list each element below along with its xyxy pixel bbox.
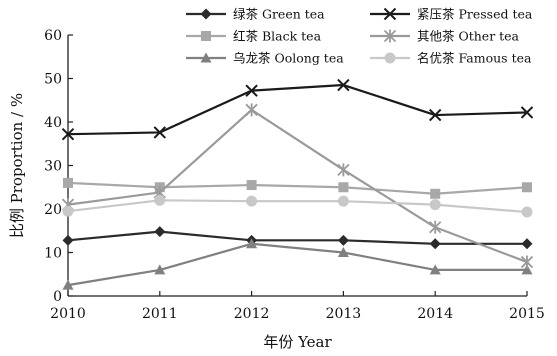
y-tick-label: 10 [44, 246, 62, 262]
data-point [520, 106, 534, 119]
axes: 0 10 20 30 40 50 60 2010 2011 2012 2013 2014 2015 [44, 28, 545, 322]
data-point [245, 84, 258, 97]
legend-item: 其他茶 Other tea [370, 29, 520, 44]
x-tick-label: 2010 [50, 306, 86, 322]
series-5 [62, 194, 533, 218]
legend-item: 名优茶 Famous tea [370, 51, 532, 66]
legend-marker [383, 29, 397, 43]
x-tick-label: 2015 [509, 306, 545, 322]
series-line [67, 199, 528, 214]
data-point [521, 238, 533, 250]
legend-item: 红茶 Black tea [186, 29, 322, 44]
data-point [63, 177, 73, 188]
y-axis-label: 比例 Proportion / % [8, 93, 26, 238]
legend-marker [200, 52, 212, 63]
legend-marker [384, 52, 396, 64]
data-point [429, 199, 441, 211]
series-3 [61, 78, 534, 141]
data-point [245, 103, 258, 117]
legend-marker [200, 8, 212, 20]
data-point [62, 205, 74, 217]
legend-item: 乌龙茶 Oolong tea [186, 51, 344, 66]
legend-marker [383, 7, 397, 21]
y-tick-label: 20 [44, 202, 62, 218]
y-tick-label: 0 [53, 289, 62, 305]
legend-marker [201, 31, 211, 41]
data-point [522, 182, 532, 193]
y-tick-label: 60 [44, 28, 62, 44]
data-point [154, 194, 166, 206]
data-point [337, 163, 350, 177]
data-point [338, 182, 349, 193]
data-point [428, 108, 442, 122]
data-point [429, 264, 441, 275]
series-4 [61, 103, 534, 269]
data-point [521, 264, 533, 275]
series-line [67, 83, 528, 136]
x-tick-label: 2014 [417, 306, 453, 322]
legend-label: 名优茶 Famous tea [417, 51, 532, 66]
data-point [62, 234, 74, 246]
data-point [429, 220, 442, 234]
legend-item: 绿茶 Green tea [186, 7, 325, 22]
data-point [153, 126, 167, 139]
data-point [337, 195, 349, 207]
series-0 [62, 226, 533, 250]
data-point [62, 279, 74, 290]
legend-label: 紧压茶 Pressed tea [417, 7, 533, 22]
data-point [61, 127, 75, 141]
data-point [337, 234, 349, 246]
x-tick-label: 2011 [142, 306, 178, 322]
data-point [520, 255, 534, 269]
series-line [67, 108, 528, 264]
y-tick-label: 40 [44, 115, 62, 131]
y-tick-label: 30 [44, 159, 62, 175]
x-tick-label: 2012 [234, 306, 270, 322]
data-point [430, 188, 441, 199]
legend-label: 绿茶 Green tea [233, 7, 325, 22]
series-line [67, 242, 527, 287]
y-tick-label: 50 [44, 72, 62, 88]
series-2 [62, 238, 533, 290]
data-point [337, 247, 349, 257]
data-point [246, 195, 258, 207]
data-point [154, 264, 166, 275]
legend-label: 乌龙茶 Oolong tea [233, 51, 344, 66]
series-line [67, 181, 528, 195]
data-point [337, 78, 350, 92]
x-tick-label: 2013 [326, 306, 362, 322]
data-point [521, 206, 533, 218]
data-point [429, 238, 441, 250]
series-layer [61, 78, 534, 290]
legend: 绿茶 Green tea 红茶 Black tea 乌龙茶 Oolong tea 紧压… [186, 7, 533, 66]
data-point [154, 226, 166, 238]
legend-label: 红茶 Black tea [233, 29, 322, 44]
legend-label: 其他茶 Other tea [417, 29, 520, 44]
x-axis-label: 年份 Year [263, 333, 332, 351]
legend-item: 紧压茶 Pressed tea [370, 7, 533, 22]
data-point [246, 180, 257, 191]
series-line [67, 230, 527, 245]
data-point [246, 238, 258, 249]
